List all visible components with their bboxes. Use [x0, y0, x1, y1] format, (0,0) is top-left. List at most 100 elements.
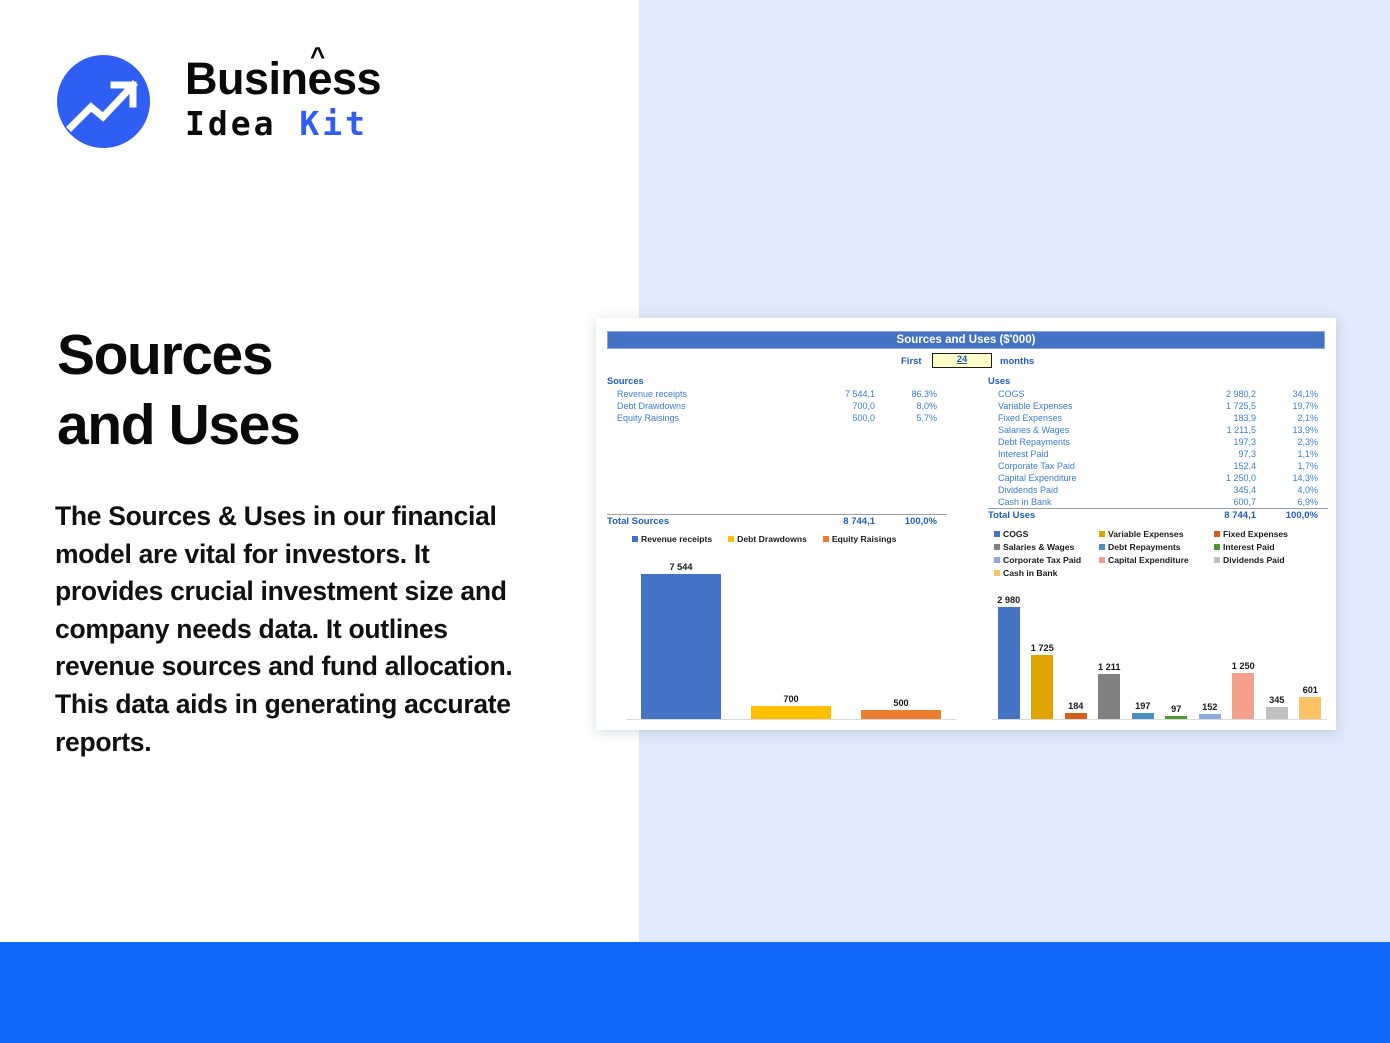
legend-item[interactable]: Revenue receipts	[632, 533, 712, 545]
table-row: Salaries & Wages 1 211,5 13,9%	[988, 424, 1328, 436]
legend-item[interactable]: Interest Paid	[1214, 541, 1314, 553]
row-value: 1 250,0	[1225, 473, 1256, 483]
bar[interactable]	[1265, 706, 1288, 720]
row-value: 7 544,1	[844, 389, 875, 399]
table-row: Debt Repayments 197,3 2,3%	[988, 436, 1328, 448]
legend-item[interactable]: Equity Raisings	[822, 533, 897, 545]
legend-item[interactable]: COGS	[994, 528, 1099, 540]
sources-rows: Revenue receipts 7 544,1 86,3% Debt Drawdow…	[607, 388, 947, 424]
bar-value-label: 7 544	[669, 562, 693, 572]
row-percent: 14,3%	[1292, 473, 1318, 483]
table-row: Cash in Bank 600,7 6,9%	[988, 496, 1328, 508]
legend-item[interactable]: Dividends Paid	[1214, 554, 1314, 566]
sources-total-row: Total Sources 8 744,1 100,0%	[607, 514, 947, 528]
bar[interactable]	[1031, 654, 1054, 720]
row-label: Variable Expenses	[998, 401, 1073, 411]
sources-table: Sources Revenue receipts 7 544,1 86,3% Debt…	[607, 376, 947, 528]
legend-swatch-icon	[994, 544, 1000, 550]
bar-value-label: 1 725	[1030, 642, 1054, 653]
legend-label: Fixed Expenses	[1223, 529, 1288, 539]
row-percent: 5,7%	[916, 413, 937, 423]
sources-chart: 7 544 700 500	[626, 558, 956, 720]
legend-swatch-icon	[994, 531, 1000, 537]
sources-header: Sources	[607, 376, 644, 386]
bar-value-label: 2 980	[997, 595, 1021, 605]
table-row: COGS 2 980,2 34,1%	[988, 388, 1328, 400]
row-value: 97,3	[1238, 449, 1256, 459]
legend-swatch-icon	[822, 536, 829, 542]
sheet-title-bar: Sources and Uses ($'000)	[607, 331, 1325, 349]
uses-total-row: Total Uses 8 744,1 100,0%	[988, 508, 1328, 522]
row-label: Capital Expenditure	[998, 473, 1077, 483]
table-row: Corporate Tax Paid 152,4 1,7%	[988, 460, 1328, 472]
bar-value-label: 601	[1302, 685, 1318, 696]
table-row: Capital Expenditure 1 250,0 14,3%	[988, 472, 1328, 484]
row-label: Cash in Bank	[998, 497, 1052, 507]
brand-wordmark: Business ^ Idea Kit	[185, 43, 505, 143]
legend-swatch-icon	[1214, 544, 1220, 550]
bar[interactable]	[861, 710, 941, 720]
bar[interactable]	[1131, 712, 1154, 720]
brand-line-1-text: Business	[185, 53, 382, 104]
legend-label: Cash in Bank	[1003, 568, 1058, 578]
legend-item[interactable]: Variable Expenses	[1099, 528, 1214, 540]
uses-chart: 2 980 1 725 184 1 211 197 97 152 1 250 345 601	[992, 588, 1327, 720]
bar[interactable]	[1232, 672, 1255, 720]
brand-line-2: Idea Kit	[185, 105, 505, 143]
bar-group: 7 544	[626, 558, 736, 720]
bar[interactable]	[641, 574, 721, 720]
bar[interactable]	[1198, 714, 1221, 720]
bar-value-label: 1 211	[1098, 662, 1121, 673]
bar-group: 1 725	[1026, 588, 1060, 720]
legend-swatch-icon	[1099, 544, 1105, 550]
legend-item[interactable]: Corporate Tax Paid	[994, 554, 1099, 566]
bar[interactable]	[1064, 713, 1087, 720]
row-label: Corporate Tax Paid	[998, 461, 1075, 471]
bar-value-label: 197	[1135, 700, 1151, 711]
bar[interactable]	[997, 607, 1020, 720]
legend-label: Debt Drawdowns	[737, 534, 807, 544]
legend-item[interactable]: Fixed Expenses	[1214, 528, 1314, 540]
legend-swatch-icon	[994, 557, 1000, 563]
months-input[interactable]: 24	[932, 353, 992, 368]
bar-group: 2 980	[992, 588, 1026, 720]
legend-label: Equity Raisings	[831, 534, 897, 544]
row-value: 2 980,2	[1225, 389, 1256, 399]
bar[interactable]	[1165, 716, 1188, 720]
row-value: 152,4	[1233, 461, 1256, 471]
legend-item[interactable]: Debt Drawdowns	[728, 533, 807, 545]
table-row: Dividends Paid 345,4 4,0%	[988, 484, 1328, 496]
row-label: Salaries & Wages	[998, 425, 1070, 435]
bar[interactable]	[751, 706, 831, 720]
legend-item[interactable]: Cash in Bank	[994, 567, 1099, 579]
row-label: Fixed Expenses	[998, 413, 1063, 423]
row-value: 345,4	[1233, 485, 1256, 495]
uses-chart-baseline	[992, 719, 1327, 720]
period-prefix-label: First	[901, 356, 922, 367]
bar-group: 97	[1160, 588, 1194, 720]
bar-value-label: 700	[783, 694, 799, 705]
sources-total-value: 8 744,1	[843, 516, 875, 527]
legend-item[interactable]: Debt Repayments	[1099, 541, 1214, 553]
uses-rows: COGS 2 980,2 34,1% Variable Expenses 1 725,5…	[988, 388, 1328, 508]
legend-label: COGS	[1003, 529, 1029, 539]
legend-item[interactable]: Salaries & Wages	[994, 541, 1099, 553]
bar-group: 601	[1294, 588, 1328, 720]
table-row: Debt Drawdowns 700,0 8,0%	[607, 400, 947, 412]
legend-swatch-icon	[1214, 557, 1220, 563]
bar[interactable]	[1299, 697, 1322, 720]
bar-group: 197	[1126, 588, 1160, 720]
legend-label: Interest Paid	[1223, 542, 1275, 552]
sources-spacer	[607, 424, 947, 514]
uses-total-value: 8 744,1	[1224, 510, 1256, 521]
footer-bar	[0, 942, 1390, 1043]
bar[interactable]	[1098, 674, 1121, 720]
row-value: 1 211,5	[1226, 425, 1256, 435]
row-value: 600,7	[1233, 497, 1256, 507]
bar-value-label: 184	[1068, 701, 1084, 712]
row-value: 197,3	[1233, 437, 1256, 447]
legend-item[interactable]: Capital Expenditure	[1099, 554, 1214, 566]
brand-line-1: Business ^	[185, 43, 505, 105]
sources-chart-legend: Revenue receipts Debt Drawdowns Equity Rai…	[632, 533, 962, 545]
uses-table: Uses COGS 2 980,2 34,1% Variable Expenses 1 …	[988, 376, 1328, 522]
